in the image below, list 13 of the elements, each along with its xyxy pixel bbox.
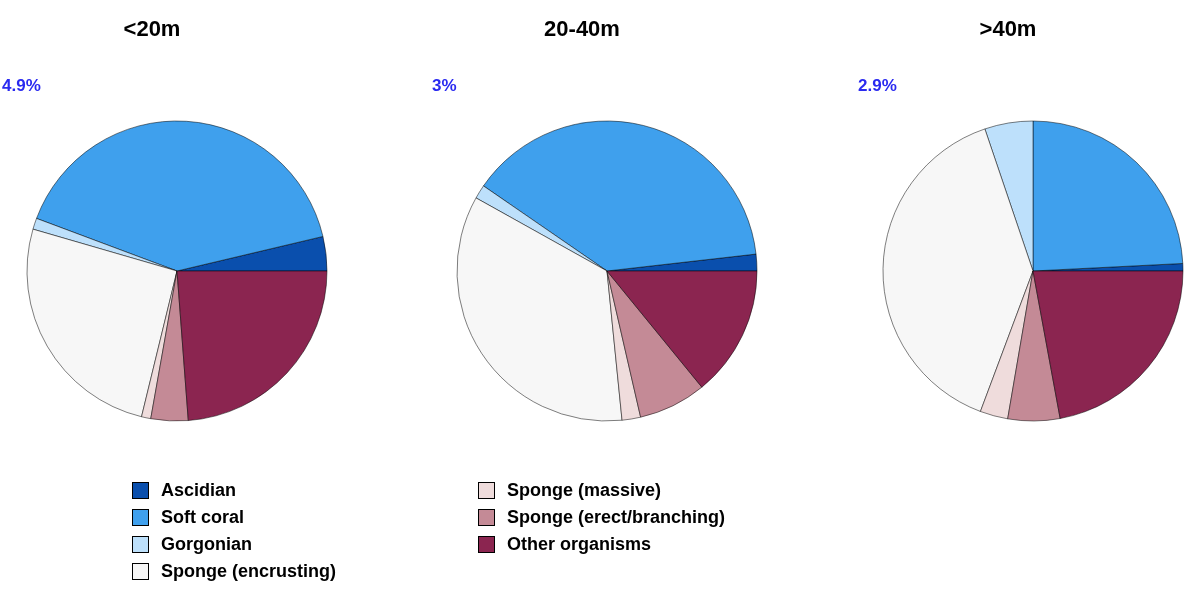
chart-title: >40m <box>978 16 1038 42</box>
text: 2.9% <box>858 76 897 96</box>
legend-label: Sponge (encrusting) <box>161 561 336 582</box>
legend-label: Sponge (erect/branching) <box>507 507 726 528</box>
chart-title: 20-40m <box>543 16 621 42</box>
legend-label: Sponge (massive) <box>507 480 662 501</box>
chart-title: <20m <box>122 16 182 42</box>
legend-label: Ascidian <box>161 480 237 501</box>
text: 3% <box>432 76 457 96</box>
legend-label: Soft coral <box>161 507 245 528</box>
text: 4.9% <box>2 76 41 96</box>
legend-label: Other organisms <box>507 534 652 555</box>
legend-label: Gorgonian <box>161 534 252 555</box>
